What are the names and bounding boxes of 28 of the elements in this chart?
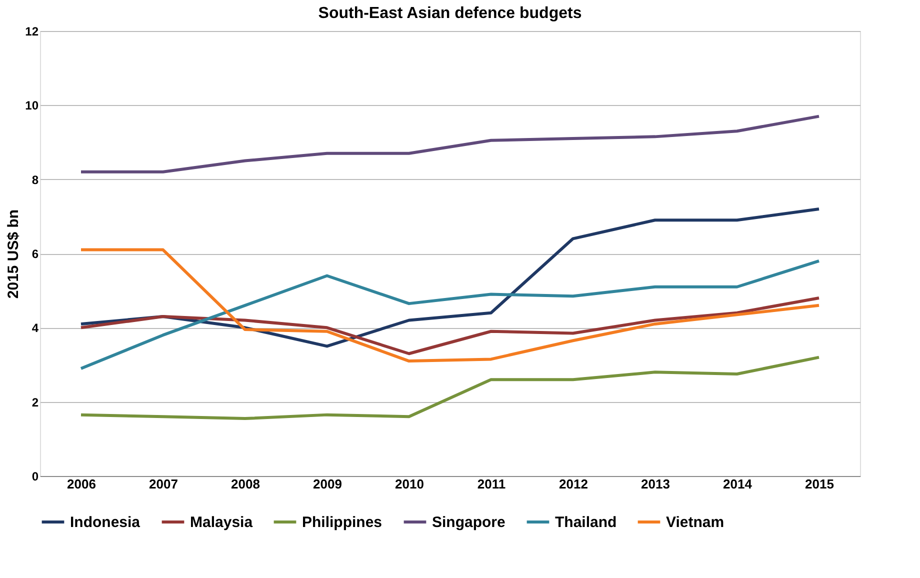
y-tick-label: 6 bbox=[32, 247, 39, 261]
legend-label: Thailand bbox=[555, 514, 617, 531]
line-series bbox=[80, 114, 820, 174]
chart-title: South-East Asian defence budgets bbox=[318, 5, 582, 22]
y-tick-label: 10 bbox=[25, 98, 39, 113]
legend-label: Vietnam bbox=[666, 514, 724, 531]
legend-label: Malaysia bbox=[190, 514, 254, 531]
legend-label: Philippines bbox=[302, 514, 382, 531]
x-tick-label: 2015 bbox=[805, 476, 834, 492]
x-tick-label: 2010 bbox=[395, 476, 424, 492]
x-tick-label: 2012 bbox=[559, 476, 588, 492]
x-tick-label: 2008 bbox=[231, 476, 260, 492]
line-series bbox=[80, 296, 820, 356]
x-tick-label: 2013 bbox=[641, 476, 670, 492]
legend-label: Singapore bbox=[432, 514, 506, 531]
x-tick-label: 2006 bbox=[67, 476, 96, 492]
legend-label: Indonesia bbox=[70, 514, 141, 531]
x-tick-label: 2009 bbox=[313, 476, 342, 492]
line-series bbox=[80, 356, 820, 420]
y-tick-label: 4 bbox=[32, 321, 39, 336]
y-tick-label: 12 bbox=[25, 24, 39, 38]
x-tick-label: 2014 bbox=[723, 476, 753, 492]
y-axis-title: 2015 US$ bn bbox=[5, 209, 22, 299]
x-tick-label: 2011 bbox=[477, 476, 506, 492]
y-tick-label: 8 bbox=[32, 172, 39, 187]
y-tick-label: 0 bbox=[32, 470, 39, 484]
x-tick-label: 2007 bbox=[149, 476, 178, 492]
y-tick-label: 2 bbox=[32, 395, 39, 410]
